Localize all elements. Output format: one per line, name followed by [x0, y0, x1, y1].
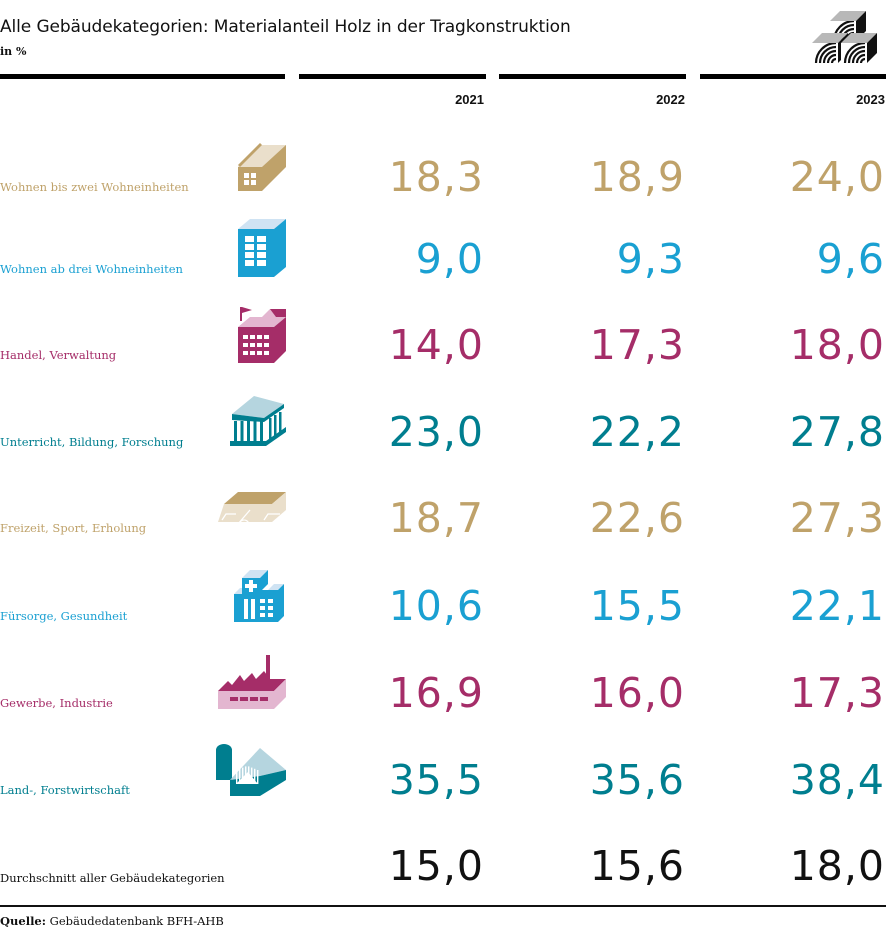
value-2023: 9,6	[816, 235, 885, 283]
value-2022: 18,9	[589, 153, 685, 201]
source-label: Quelle:	[0, 914, 46, 928]
source-text: Gebäudedatenbank BFH-AHB	[46, 914, 224, 928]
stacked-timber-beams-icon	[812, 11, 877, 63]
average-value-2023: 18,0	[789, 842, 885, 890]
value-2022: 17,3	[589, 321, 685, 369]
barn-silo-icon	[214, 740, 286, 800]
category-label: Gewerbe, Industrie	[0, 696, 113, 710]
value-2023: 22,1	[789, 582, 885, 630]
page-title: Alle Gebäudekategorien: Materialanteil H…	[0, 17, 571, 37]
category-label: Wohnen bis zwei Wohneinheiten	[0, 180, 189, 194]
column-header-2022: 2022	[656, 92, 685, 107]
value-2021: 18,3	[388, 153, 484, 201]
value-2022: 22,6	[589, 494, 685, 542]
column-header-2023: 2023	[856, 92, 885, 107]
table-row: Wohnen ab drei Wohneinheiten 9,0 9,3 9,6	[0, 219, 893, 316]
table-row: Handel, Verwaltung 14,0 17,3 18,0	[0, 307, 893, 402]
temple-icon	[214, 392, 286, 452]
value-2022: 35,6	[589, 756, 685, 804]
table-row: Fürsorge, Gesundheit 10,6 15,5 22,1	[0, 570, 893, 663]
value-2022: 9,3	[616, 235, 685, 283]
value-2023: 17,3	[789, 669, 885, 717]
category-label: Freizeit, Sport, Erholung	[0, 521, 147, 535]
value-2021: 23,0	[388, 408, 484, 456]
column-header-2021: 2021	[455, 92, 484, 107]
value-2021: 14,0	[388, 321, 484, 369]
office-building-icon	[214, 305, 286, 365]
value-2022: 22,2	[589, 408, 685, 456]
hospital-icon	[214, 566, 286, 626]
value-2023: 38,4	[789, 756, 885, 804]
unit-label: in %	[0, 45, 27, 58]
value-2023: 27,3	[789, 494, 885, 542]
category-label: Land-, Forstwirtschaft	[0, 783, 130, 797]
header-rule-2021	[299, 74, 486, 79]
value-2021: 16,9	[388, 669, 484, 717]
value-2021: 9,0	[415, 235, 484, 283]
table-row: Gewerbe, Industrie 16,9 16,0 17,3	[0, 655, 893, 750]
table-row: Unterricht, Bildung, Forschung 23,0 22,2 2…	[0, 396, 893, 489]
average-row: Durchschnitt aller Gebäudekategorien 15,0…	[0, 843, 893, 923]
footer-rule	[0, 905, 886, 907]
source-note: Quelle: Gebäudedatenbank BFH-AHB	[0, 914, 224, 928]
average-label: Durchschnitt aller Gebäudekategorien	[0, 871, 225, 885]
table-row: Freizeit, Sport, Erholung 18,7 22,6 27,3	[0, 492, 893, 575]
house-icon	[214, 137, 286, 197]
header-rule-2023	[700, 74, 886, 79]
factory-icon	[214, 653, 286, 713]
value-2022: 16,0	[589, 669, 685, 717]
value-2023: 18,0	[789, 321, 885, 369]
value-2022: 15,5	[589, 582, 685, 630]
category-label: Wohnen ab drei Wohneinheiten	[0, 262, 183, 276]
apartment-building-icon	[214, 219, 286, 279]
value-2023: 27,8	[789, 408, 885, 456]
sports-hall-icon	[214, 478, 286, 538]
header-rule-2022	[499, 74, 686, 79]
value-2021: 18,7	[388, 494, 484, 542]
table-row: Land-, Forstwirtschaft 35,5 35,6 38,4	[0, 744, 893, 837]
average-value-2021: 15,0	[388, 842, 484, 890]
value-2021: 10,6	[388, 582, 484, 630]
category-label: Fürsorge, Gesundheit	[0, 609, 128, 623]
header-rule-category	[0, 74, 285, 79]
table-row: Wohnen bis zwei Wohneinheiten 18,3 18,9 24…	[0, 143, 893, 234]
category-label: Unterricht, Bildung, Forschung	[0, 435, 184, 449]
value-2023: 24,0	[789, 153, 885, 201]
category-label: Handel, Verwaltung	[0, 348, 117, 362]
value-2021: 35,5	[388, 756, 484, 804]
average-value-2022: 15,6	[589, 842, 685, 890]
